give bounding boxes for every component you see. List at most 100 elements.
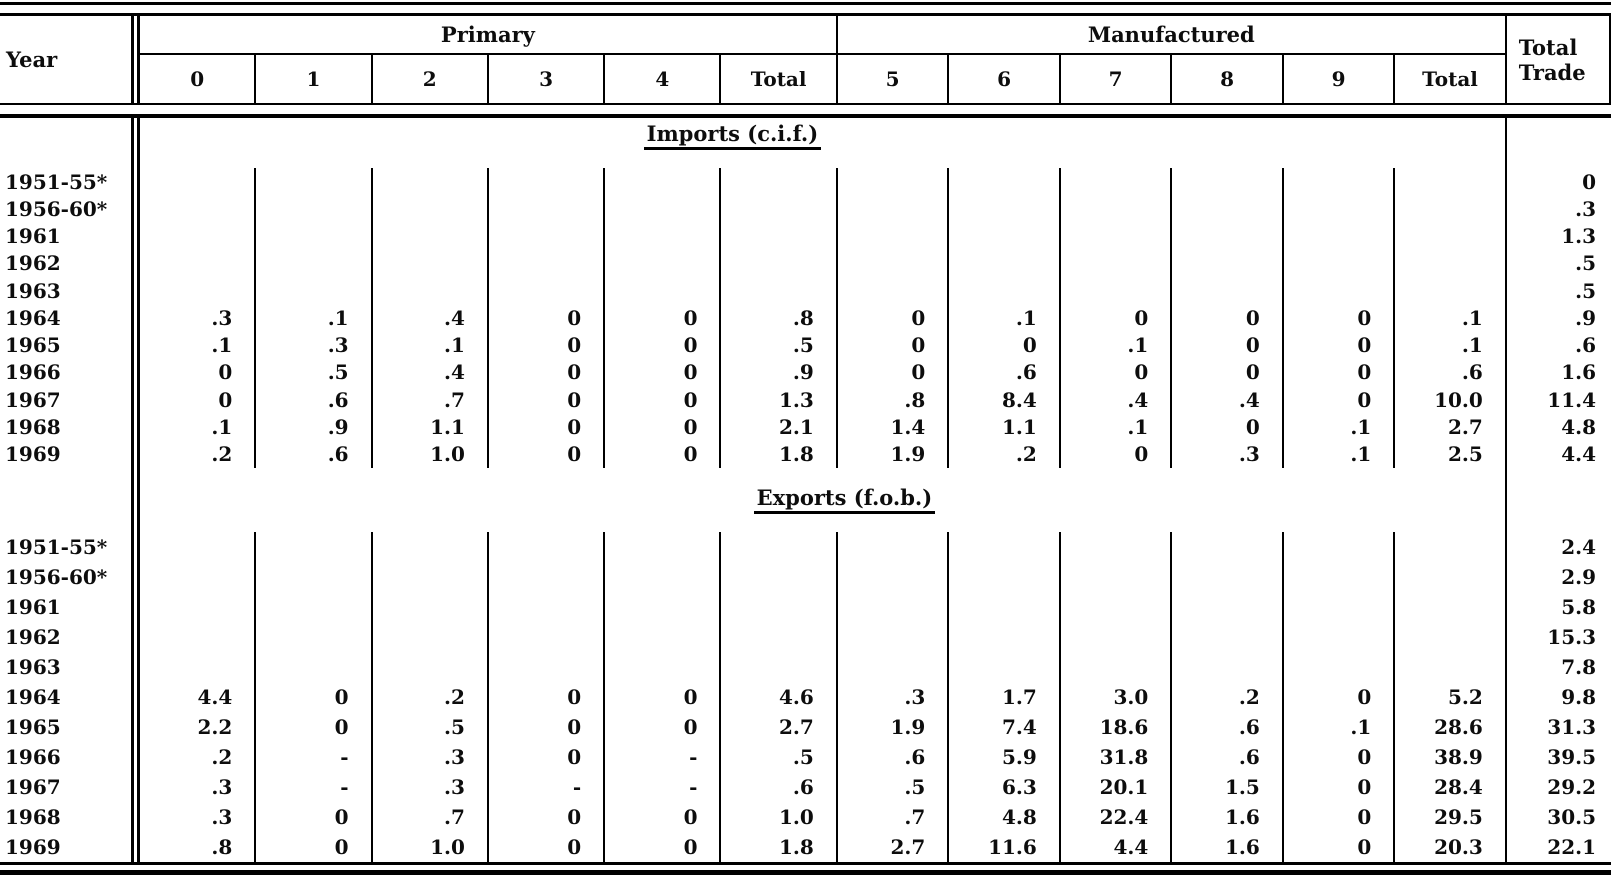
data-cell bbox=[1395, 277, 1507, 305]
table-row: 1961 5.8 bbox=[0, 591, 1611, 622]
total-trade-header-line1: Total bbox=[1518, 34, 1578, 60]
data-cell: 0 bbox=[489, 331, 606, 359]
data-cell bbox=[1061, 621, 1173, 652]
table-row: 1964.3.1.4 0 0.8 0.1 0 0 0.1.9 bbox=[0, 304, 1611, 332]
data-cell: 1.7 bbox=[949, 681, 1061, 712]
data-cell: .5 bbox=[721, 741, 838, 772]
data-cell bbox=[373, 222, 489, 250]
data-cell: .8 bbox=[140, 831, 257, 862]
data-cell: .1 bbox=[1284, 711, 1396, 742]
data-cell: .1 bbox=[949, 304, 1061, 332]
row-year-label: 1965 bbox=[0, 711, 140, 742]
data-cell bbox=[605, 651, 722, 682]
data-cell: 0 bbox=[605, 681, 722, 712]
data-cell bbox=[373, 195, 489, 223]
data-cell: .4 bbox=[373, 304, 489, 332]
data-cell: 1.8 bbox=[721, 440, 838, 468]
data-cell bbox=[489, 591, 606, 622]
data-cell: 0 bbox=[1284, 304, 1396, 332]
data-cell bbox=[1172, 591, 1284, 622]
data-cell bbox=[838, 249, 950, 278]
total-trade-cell: 1.6 bbox=[1561, 360, 1596, 385]
data-cell bbox=[256, 621, 373, 652]
data-cell bbox=[140, 531, 257, 562]
data-cell: 0 bbox=[256, 681, 373, 712]
data-cell: 7.4 bbox=[949, 711, 1061, 742]
data-cell: .6 bbox=[1172, 711, 1284, 742]
total-trade-cell: .3 bbox=[1575, 196, 1596, 221]
data-cell: .3 bbox=[140, 801, 257, 832]
data-cell bbox=[140, 651, 257, 682]
data-cell: 0 bbox=[489, 711, 606, 742]
data-cell bbox=[721, 249, 838, 278]
data-cell: 31.8 bbox=[1061, 741, 1173, 772]
data-cell: 28.4 bbox=[1395, 771, 1507, 802]
row-year-label: 1963 bbox=[0, 277, 140, 305]
data-cell: 2.7 bbox=[838, 831, 950, 862]
data-cell bbox=[373, 249, 489, 278]
data-cell: .2 bbox=[140, 741, 257, 772]
data-cell bbox=[721, 621, 838, 652]
data-cell: 0 bbox=[605, 711, 722, 742]
data-cell bbox=[140, 591, 257, 622]
table-row: 1966.2- .3 0- .5.6 5.9 31.8.6 0 38.9 39.5 bbox=[0, 741, 1611, 772]
data-cell: .7 bbox=[838, 801, 950, 832]
data-cell: 1.9 bbox=[838, 711, 950, 742]
data-cell bbox=[1284, 621, 1396, 652]
data-cell bbox=[721, 561, 838, 592]
data-cell bbox=[1172, 621, 1284, 652]
data-cell: .6 bbox=[1395, 358, 1507, 387]
data-cell: 2.2 bbox=[140, 711, 257, 742]
data-cell bbox=[721, 222, 838, 250]
data-cell bbox=[489, 531, 606, 562]
data-cell bbox=[1284, 531, 1396, 562]
data-cell: 1.6 bbox=[1172, 801, 1284, 832]
imports-title-row: Imports (c.i.f.) bbox=[0, 118, 1611, 168]
data-cell bbox=[489, 168, 606, 196]
total-trade-column-header: Total Trade bbox=[1507, 16, 1611, 103]
total-trade-cell: 11.4 bbox=[1547, 387, 1596, 412]
exports-section-title: Exports (f.o.b.) bbox=[753, 485, 936, 515]
data-cell bbox=[1395, 222, 1507, 250]
data-cell bbox=[838, 621, 950, 652]
data-cell bbox=[256, 222, 373, 250]
data-cell: 0 bbox=[1172, 413, 1284, 441]
data-cell: .1 bbox=[1061, 413, 1173, 441]
table-row: 1951-55* 2.4 bbox=[0, 531, 1611, 562]
data-cell bbox=[721, 591, 838, 622]
data-cell bbox=[605, 561, 722, 592]
total-trade-cell: 7.8 bbox=[1561, 654, 1596, 679]
data-cell bbox=[140, 621, 257, 652]
data-cell: 0 bbox=[605, 440, 722, 468]
data-cell bbox=[373, 168, 489, 196]
total-trade-cell: 30.5 bbox=[1547, 804, 1596, 829]
data-cell bbox=[1061, 531, 1173, 562]
data-cell: 0 bbox=[1284, 681, 1396, 712]
data-cell: 2.7 bbox=[1395, 413, 1507, 441]
data-cell: 0 bbox=[605, 304, 722, 332]
data-cell: 0 bbox=[838, 358, 950, 387]
data-cell bbox=[140, 195, 257, 223]
total-trade-cell: .5 bbox=[1575, 278, 1596, 303]
data-cell: 0 bbox=[1172, 304, 1284, 332]
data-cell: 1.4 bbox=[838, 413, 950, 441]
row-year-label: 1968 bbox=[0, 801, 140, 832]
data-cell: 22.4 bbox=[1061, 801, 1173, 832]
data-cell bbox=[949, 195, 1061, 223]
data-cell: .4 bbox=[1172, 386, 1284, 414]
data-cell bbox=[256, 195, 373, 223]
data-cell bbox=[838, 168, 950, 196]
table-row: 1969.2.6 1.0 0 0 1.8 1.9.2 0.3.1 2.5 4.4 bbox=[0, 440, 1611, 468]
imports-section-title: Imports (c.i.f.) bbox=[643, 121, 822, 150]
table-row: 1965.1.3.1 0 0.5 0 0.1 0 0.1.6 bbox=[0, 331, 1611, 359]
data-cell bbox=[1061, 249, 1173, 278]
row-year-label: 1951-55* bbox=[0, 168, 140, 196]
total-trade-cell: 29.2 bbox=[1547, 774, 1596, 799]
column-header-8: 8 bbox=[1172, 55, 1284, 103]
data-cell: 0 bbox=[489, 358, 606, 387]
data-cell: 1.8 bbox=[721, 831, 838, 862]
data-cell bbox=[949, 277, 1061, 305]
data-cell bbox=[1172, 222, 1284, 250]
data-cell: 2.1 bbox=[721, 413, 838, 441]
